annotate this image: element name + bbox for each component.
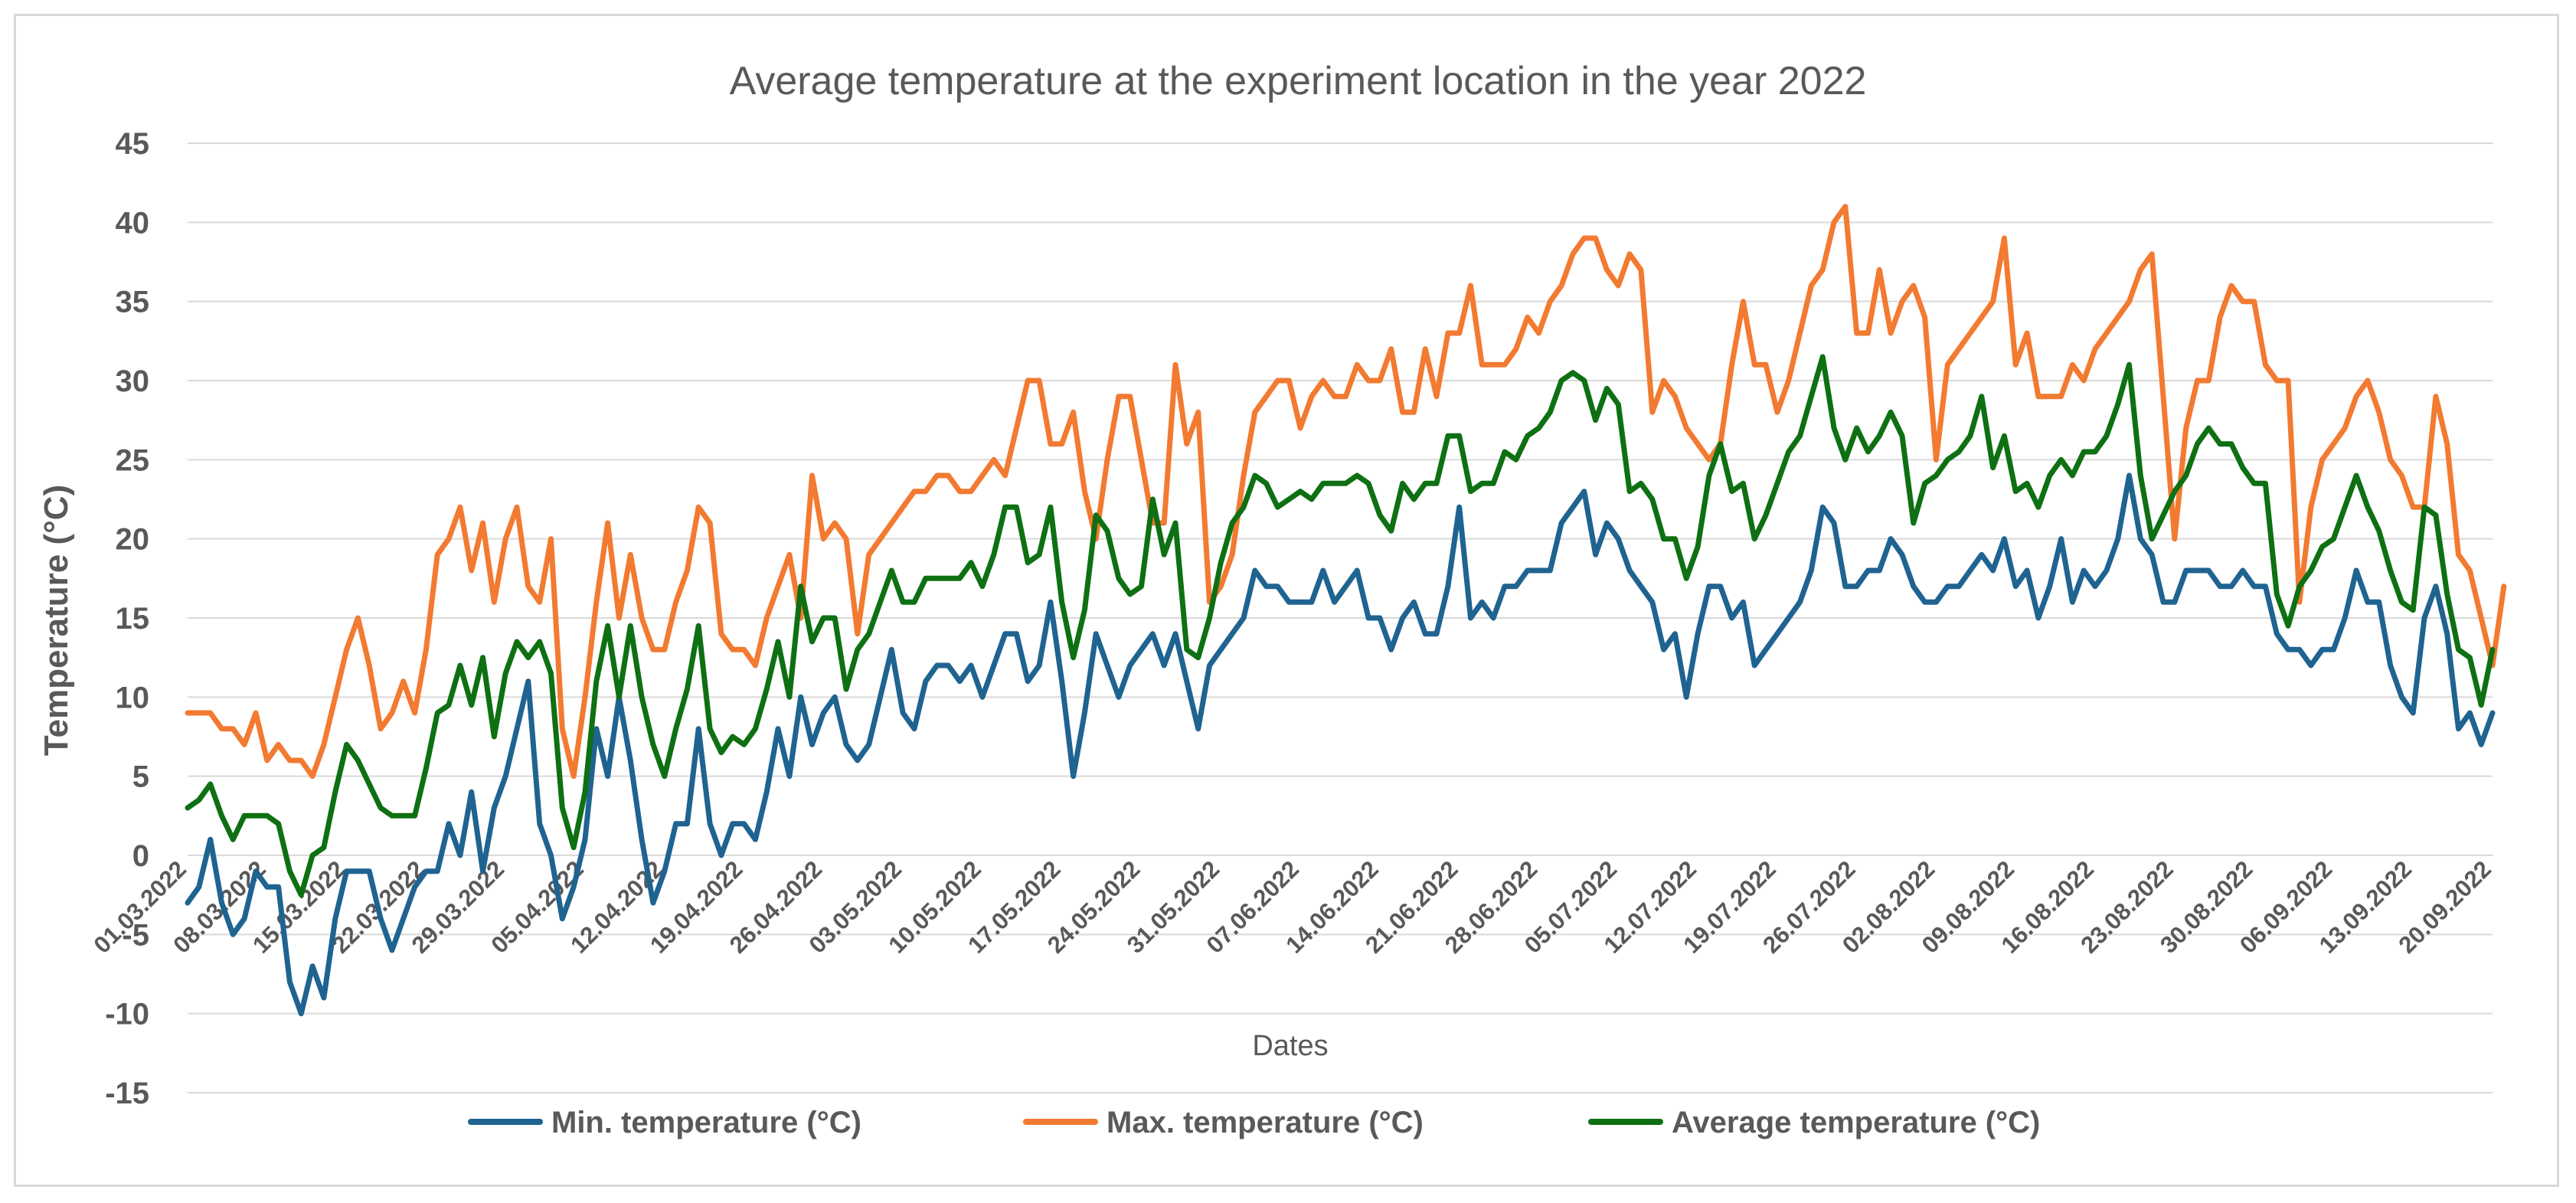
y-tick-label: 40 [116, 206, 150, 240]
y-tick-label: 0 [132, 839, 149, 873]
legend-label: Max. temperature (°C) [1107, 1106, 1424, 1139]
legend-label: Average temperature (°C) [1672, 1106, 2040, 1139]
y-tick-label: 45 [116, 127, 150, 161]
x-axis-ticks: 01.03.202208.03.202215.03.202222.03.2022… [88, 855, 2496, 958]
y-tick-label: 35 [116, 286, 150, 319]
series-lines [185, 204, 2507, 1017]
y-axis-title: Temperature (°C) [38, 485, 75, 756]
y-tick-label: -5 [122, 918, 149, 952]
legend-label: Min. temperature (°C) [551, 1106, 861, 1139]
y-tick-label: 10 [116, 681, 150, 714]
y-tick-label: -10 [105, 998, 149, 1031]
y-tick-label: 25 [116, 443, 150, 477]
series-line-0 [185, 472, 2496, 1017]
y-tick-label: -15 [105, 1077, 149, 1110]
y-axis-ticks: -15 -10 -5 0 5 10 15 20 25 30 35 40 45 [105, 127, 149, 1110]
y-tick-label: 15 [116, 602, 150, 636]
y-tick-label: 30 [116, 364, 150, 398]
series-line-2 [185, 354, 2496, 898]
gridlines [188, 142, 2493, 1093]
y-tick-label: 5 [132, 760, 149, 794]
y-tick-label: 20 [116, 523, 150, 557]
x-axis-title: Dates [1252, 1030, 1328, 1062]
series-line-1 [185, 204, 2507, 780]
legend: Min. temperature (°C) Max. temperature (°… [468, 1106, 2040, 1139]
chart-title: Average temperature at the experiment lo… [730, 59, 1867, 103]
